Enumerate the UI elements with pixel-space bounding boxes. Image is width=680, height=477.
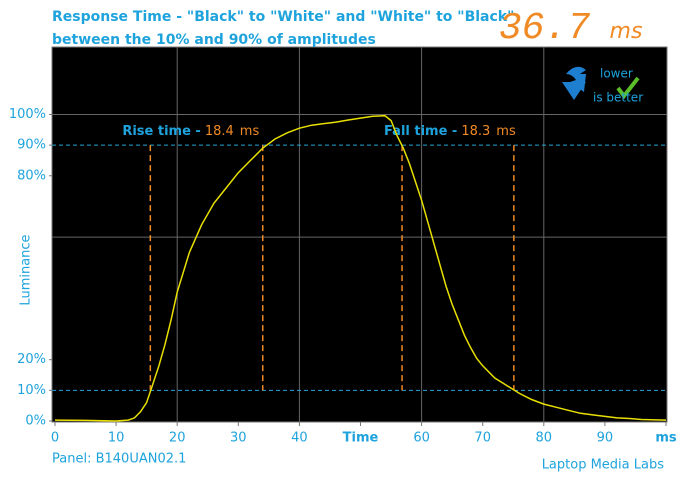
x-tick-label: 70 [474, 431, 491, 446]
panel-label: Panel: B140UAN02.1 [52, 452, 186, 467]
series-line [54, 114, 667, 422]
annotation-label: Rise time - [122, 124, 201, 139]
chart-subtitle: between the 10% and 90% of amplitudes [52, 32, 376, 48]
y-tick-label: 10% [17, 383, 46, 398]
x-tick-label: 0 [51, 431, 59, 446]
annotation: Rise time - 18.4 ms [122, 124, 259, 139]
chart-title: Response Time - "Black" to "White" and "… [52, 9, 514, 25]
x-tick-label: 20 [169, 431, 186, 446]
badge-line: lower [600, 67, 633, 81]
x-tick-label: ms [655, 431, 677, 446]
badge-line: is better [593, 91, 643, 105]
x-tick-label: Time [343, 431, 379, 446]
plot-area [51, 46, 668, 423]
annotation-value: 18.4 [205, 124, 234, 139]
x-tick-label: 30 [230, 431, 247, 446]
y-tick-label: 80% [17, 168, 46, 183]
annotation-value: 18.3 [461, 124, 490, 139]
x-tick-label: 60 [413, 431, 430, 446]
y-axis-label: Luminance [19, 234, 34, 305]
x-tick-label: 40 [291, 431, 308, 446]
y-tick-label: 20% [17, 352, 46, 367]
y-tick-label: 90% [17, 138, 46, 153]
badge-icons [562, 66, 640, 100]
y-tick-label: 100% [9, 107, 46, 122]
annotation-label: Fall time - [384, 124, 457, 139]
x-tick-label: 80 [536, 431, 553, 446]
readout-value: 36.7 [499, 7, 590, 50]
annotation-unit: ms [240, 124, 260, 139]
x-tick-label: 10 [108, 431, 125, 446]
readout-unit: ms [610, 19, 643, 44]
arrow-head [562, 82, 586, 100]
credit: Laptop Media Labs [542, 458, 665, 473]
annotation-unit: ms [496, 124, 516, 139]
y-tick-label: 0% [25, 414, 46, 429]
x-tick-label: 90 [597, 431, 614, 446]
check-icon [616, 76, 640, 100]
annotation: Fall time - 18.3 ms [384, 124, 516, 139]
